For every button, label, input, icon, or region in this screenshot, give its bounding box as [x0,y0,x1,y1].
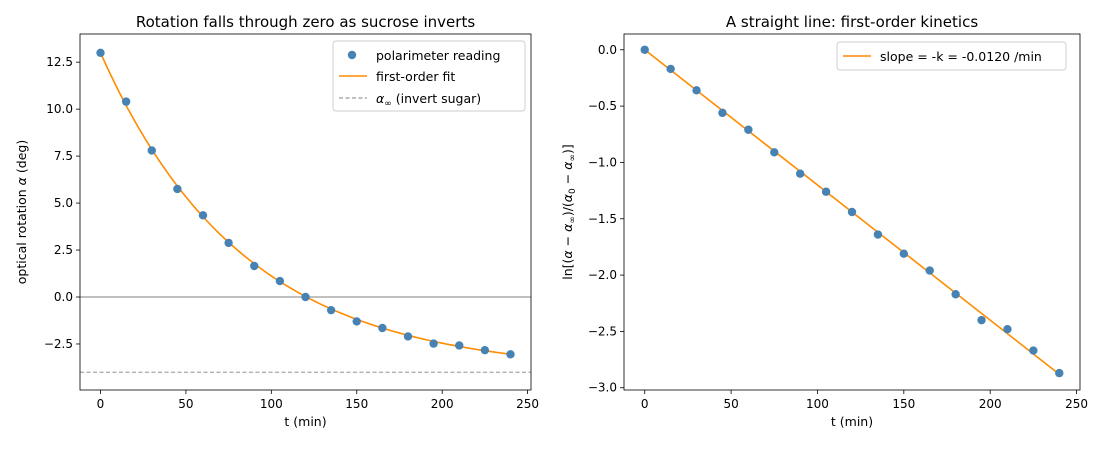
y-tick-label: −1.5 [588,212,617,226]
y-tick-label: 0.0 [54,290,73,304]
axes-frame [79,33,532,391]
x-tick-label: 100 [260,397,283,411]
data-point [173,184,182,194]
data-point [640,45,649,54]
data-point [744,125,753,134]
y-tick-label: −3.0 [588,381,617,395]
data-point [795,169,805,178]
data-point [96,48,105,57]
legend: slope = -k = -0.0120 /min [836,41,1067,71]
x-axis-label: t (min) [831,414,873,429]
data-point [925,266,934,275]
legend-marker-points [347,50,357,60]
data-point [666,64,675,74]
data-point [403,332,413,341]
data-point [147,146,156,155]
legend-label-fit: slope = -k = -0.0120 /min [880,49,1042,64]
data-point [873,230,883,239]
legend-box [332,40,526,112]
y-axis-label: ln[(α − α∞)/(α0 − α∞)] [560,144,578,279]
data-point [1055,368,1064,378]
y-tick-label: 12.5 [46,55,73,69]
data-point [977,315,986,325]
data-point [506,350,515,359]
data-point [378,323,387,333]
legend-label-points: polarimeter reading [376,48,500,63]
legend-label-alpha-inf: α∞ (invert sugar) [376,91,481,109]
data-point [821,187,831,196]
data-point [301,292,310,302]
y-tick-label: −0.5 [588,99,617,113]
data-point [847,207,857,217]
x-tick-label: 0 [641,397,649,411]
x-tick-label: 0 [97,397,105,411]
x-tick-label: 150 [892,397,915,411]
x-tick-label: 250 [1065,397,1088,411]
rotation-chart: Rotation falls through zero as sucrose i… [14,13,539,429]
data-point [250,261,259,271]
y-tick-label: 5.0 [54,196,73,210]
x-axis-label: t (min) [284,414,326,429]
data-point [198,211,208,220]
chart-title: A straight line: first-order kinetics [726,13,978,31]
y-tick-label: −2.0 [588,268,617,282]
data-point [770,148,779,157]
x-tick-label: 150 [345,397,368,411]
legend-box [836,41,1067,71]
legend: polarimeter reading first-order fit α∞ (in… [332,40,526,112]
y-tick-label: 2.5 [54,243,73,257]
legend-label-fit: first-order fit [376,69,455,84]
data-point [899,249,909,258]
y-tick-label: −2.5 [44,337,73,351]
data-point [224,238,233,248]
linearized-chart: A straight line: first-order kinetics 0 50… [560,13,1088,429]
data-point [352,317,361,326]
x-tick-label: 200 [979,397,1002,411]
y-tick-label: −2.5 [588,324,617,338]
data-point [692,86,701,95]
data-point [275,276,285,286]
x-tick-label: 200 [431,397,454,411]
data-point [326,305,336,315]
y-axis-label: optical rotation α (deg) [14,140,29,284]
data-point [121,97,131,106]
chart-title: Rotation falls through zero as sucrose i… [136,13,475,31]
y-tick-label: −1.0 [588,155,617,169]
data-point [480,345,490,355]
x-tick-label: 250 [516,397,539,411]
data-point [455,341,464,350]
data-point [429,339,438,348]
y-tick-label: 10.0 [46,102,73,116]
x-tick-label: 50 [178,397,193,411]
x-tick-label: 100 [806,397,829,411]
data-point [1029,346,1038,355]
y-tick-label: 0.0 [598,43,617,57]
axes-frame [623,33,1081,391]
data-point [718,108,727,118]
x-tick-label: 50 [723,397,738,411]
data-point [1003,324,1012,334]
y-tick-label: 7.5 [54,149,73,163]
data-point [951,290,960,299]
